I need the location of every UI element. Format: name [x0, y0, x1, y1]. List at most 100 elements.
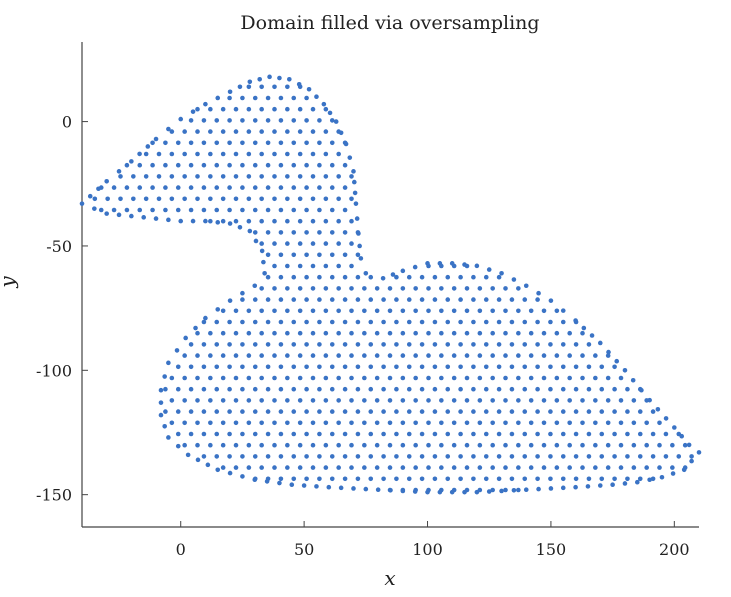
scatter-point [445, 386, 451, 392]
scatter-point [483, 476, 489, 482]
scatter-point [329, 409, 335, 414]
scatter-point [323, 196, 329, 202]
scatter-point [272, 286, 277, 291]
scatter-point [208, 196, 213, 202]
scatter-point [659, 474, 665, 480]
scatter-point [439, 465, 444, 470]
scatter-point [567, 420, 572, 426]
scatter-point [297, 465, 303, 470]
scatter-point [413, 286, 418, 291]
scatter-point [573, 431, 579, 437]
scatter-point [252, 319, 258, 325]
scatter-point [471, 364, 476, 370]
scatter-point [464, 398, 470, 403]
scatter-point [291, 409, 297, 414]
scatter-point [528, 398, 534, 403]
scatter-point [586, 431, 592, 437]
scatter-point [233, 420, 239, 426]
scatter-point [203, 315, 208, 321]
scatter-point [349, 263, 354, 269]
scatter-point [310, 420, 316, 426]
scatter-point [387, 330, 393, 336]
scatter-point [291, 454, 297, 459]
scatter-point [188, 140, 194, 146]
scatter-point [195, 398, 200, 403]
scatter-point [265, 342, 271, 347]
scatter-point [329, 252, 335, 258]
scatter-point [175, 162, 181, 168]
axes [81, 42, 699, 528]
scatter-point [310, 308, 316, 314]
scatter-point [535, 454, 540, 459]
scatter-point [265, 409, 271, 414]
scatter-point [462, 489, 467, 495]
scatter-point [618, 375, 624, 381]
scatter-point [317, 364, 322, 370]
scatter-point [363, 486, 369, 492]
scatter-point [233, 106, 239, 112]
scatter-point [406, 342, 412, 347]
scatter-point [394, 274, 399, 280]
scatter-point [439, 308, 444, 314]
scatter-point [310, 286, 316, 291]
scatter-point [374, 398, 380, 403]
scatter-point [503, 442, 508, 448]
scatter-point [310, 218, 316, 224]
scatter-point [374, 420, 380, 426]
scatter-point [413, 330, 418, 336]
scatter-point [291, 140, 297, 146]
scatter-point [355, 319, 361, 325]
scatter-point [496, 297, 502, 302]
scatter-point [593, 442, 598, 448]
scatter-point [201, 431, 207, 437]
scatter-point [304, 364, 309, 370]
scatter-point [486, 489, 492, 494]
scatter-point [400, 465, 406, 470]
scatter-point [291, 252, 297, 258]
scatter-point [390, 272, 396, 277]
scatter-point [265, 454, 271, 459]
scatter-point [227, 207, 232, 213]
scatter-point [625, 431, 630, 437]
scatter-point [483, 274, 489, 280]
scatter-point [381, 476, 386, 482]
scatter-point [380, 275, 386, 281]
scatter-point [310, 442, 316, 448]
scatter-point [349, 241, 354, 246]
scatter-point [554, 375, 560, 381]
scatter-point [291, 319, 297, 325]
scatter-point [215, 467, 221, 473]
scatter-point [214, 409, 220, 414]
scatter-point [246, 218, 252, 224]
scatter-point [252, 140, 258, 146]
scatter-point [349, 353, 354, 358]
scatter-point [175, 409, 181, 414]
scatter-point [118, 174, 123, 179]
scatter-point [445, 297, 451, 302]
scatter-point [182, 196, 187, 202]
scatter-point [567, 375, 572, 381]
scatter-point [285, 106, 290, 112]
scatter-point [516, 353, 521, 358]
scatter-point [432, 319, 438, 325]
scatter-point [265, 319, 271, 325]
scatter-point [490, 308, 495, 314]
scatter-point [503, 286, 508, 291]
scatter-point [317, 207, 322, 213]
scatter-point [150, 185, 155, 190]
scatter-point [233, 330, 239, 336]
scatter-point [124, 185, 130, 190]
scatter-point [153, 216, 159, 221]
scatter-point [246, 420, 252, 426]
scatter-point [535, 364, 540, 370]
scatter-point [637, 454, 643, 459]
scatter-point [612, 454, 617, 459]
scatter-point [503, 487, 508, 493]
scatter-point [92, 196, 98, 202]
scatter-point [406, 431, 412, 437]
scatter-point [304, 274, 309, 280]
scatter-point [349, 286, 354, 291]
scatter-point [400, 308, 406, 314]
scatter-point [220, 196, 226, 202]
scatter-point [451, 308, 457, 314]
